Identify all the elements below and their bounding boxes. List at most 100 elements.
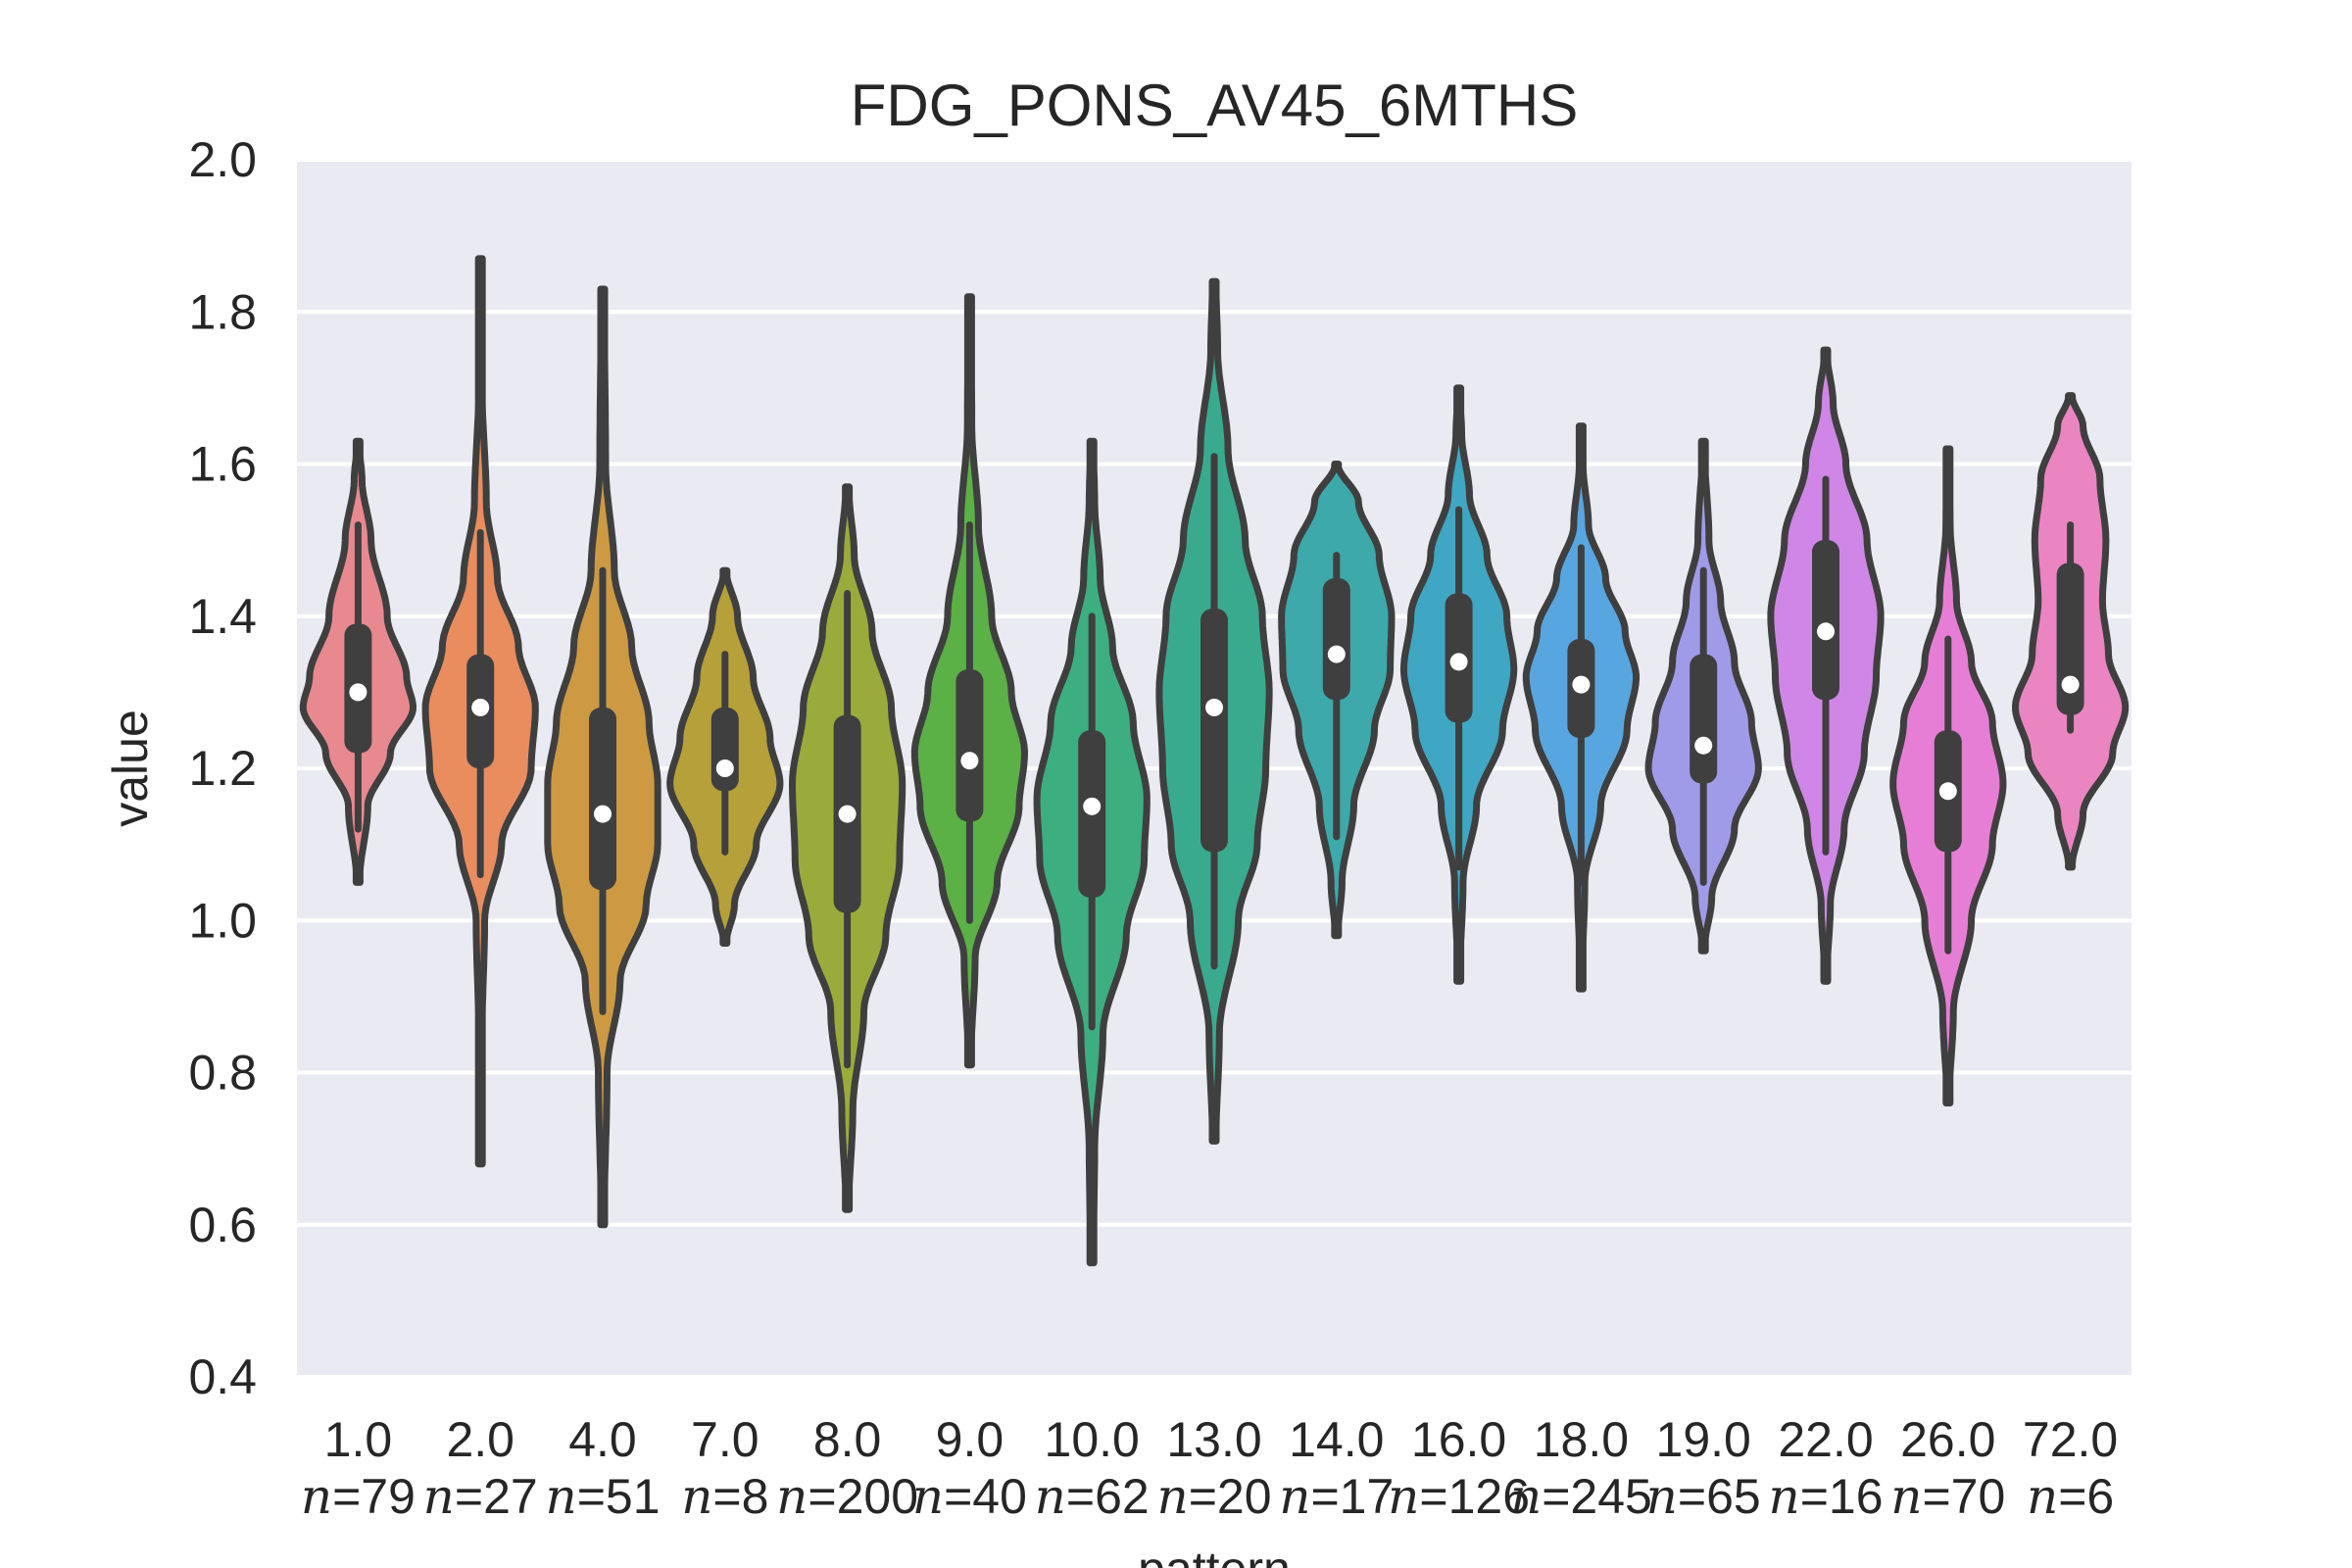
x-tick-category: 2.0 [446, 1412, 514, 1467]
x-tick-labels: 1.0n=792.0n=274.0n=517.0n=88.0n=2009.0n=… [301, 1412, 2118, 1525]
violin-7.0 [666, 566, 784, 948]
x-tick-count-value: =200 [808, 1469, 918, 1524]
x-tick-count-value: =16 [1800, 1469, 1884, 1524]
violin-72.0 [2012, 392, 2130, 871]
violin-median [1205, 698, 1223, 716]
violin-median [1694, 736, 1713, 755]
x-tick-count-value: =51 [577, 1469, 661, 1524]
violin-10.0 [1033, 437, 1151, 1267]
violin-iqr-box [956, 669, 984, 822]
x-tick-count-value: =245 [1542, 1469, 1652, 1524]
y-tick-label: 0.4 [188, 1349, 257, 1404]
x-tick-category: 8.0 [813, 1412, 882, 1467]
x-tick-category: 7.0 [691, 1412, 760, 1467]
x-tick-count-value: =17 [1310, 1469, 1394, 1524]
x-tick-count: n=245 [1510, 1468, 1652, 1525]
violin-14.0 [1278, 461, 1396, 940]
x-tick-count-symbol: n [1890, 1468, 1922, 1525]
x-tick-count-symbol: n [1156, 1468, 1188, 1525]
x-tick-category: 16.0 [1411, 1412, 1506, 1467]
x-tick-count: n=16 [1768, 1468, 1883, 1525]
x-tick-count-symbol: n [912, 1468, 944, 1525]
x-tick-count-value: =65 [1678, 1469, 1761, 1524]
violin-median [2061, 675, 2080, 694]
x-tick-count-value: =20 [1189, 1469, 1272, 1524]
x-tick-count: n=70 [1890, 1468, 2005, 1525]
y-tick-label: 1.8 [188, 284, 257, 339]
x-tick-count: n=79 [301, 1468, 416, 1525]
x-tick-category: 14.0 [1289, 1412, 1384, 1467]
x-tick-count-symbol: n [1646, 1468, 1678, 1525]
x-tick-count-symbol: n [1388, 1468, 1419, 1525]
violin-16.0 [1399, 384, 1518, 985]
y-axis-label: value [103, 710, 158, 827]
x-tick-count-symbol: n [681, 1468, 712, 1525]
violin-22.0 [1767, 346, 1885, 985]
x-tick-count: n=27 [423, 1468, 538, 1525]
x-tick-count-symbol: n [301, 1468, 332, 1525]
violin-median [1449, 653, 1468, 671]
x-tick-count: n=200 [776, 1468, 918, 1525]
x-tick-count-symbol: n [776, 1468, 808, 1525]
violin-iqr-box [1812, 540, 1839, 701]
y-tick-labels: 0.4 0.6 0.8 1.0 1.2 1.4 1.6 1.8 2.0 [188, 132, 257, 1404]
violin-2.0 [421, 255, 539, 1168]
y-tick-label: 2.0 [188, 132, 257, 187]
x-tick-category: 13.0 [1166, 1412, 1261, 1467]
x-tick-count-symbol: n [1279, 1468, 1310, 1525]
x-tick-category: 4.0 [568, 1412, 637, 1467]
violin-9.0 [910, 293, 1028, 1069]
x-tick-category: 10.0 [1045, 1412, 1140, 1467]
x-tick-category: 18.0 [1534, 1412, 1629, 1467]
x-tick-category: 19.0 [1656, 1412, 1751, 1467]
x-tick-count: n=17 [1279, 1468, 1394, 1525]
x-tick-count: n=8 [681, 1468, 768, 1525]
violin-median [471, 698, 490, 716]
violin-median [960, 752, 979, 770]
x-tick-count-symbol: n [1035, 1468, 1066, 1525]
y-tick-label: 1.2 [188, 741, 257, 796]
x-tick-category: 26.0 [1900, 1412, 1995, 1467]
x-tick-count-value: =62 [1066, 1469, 1150, 1524]
chart-title: FDG_PONS_AV45_6MTHS [851, 73, 1578, 138]
x-tick-count-value: =126 [1419, 1469, 1530, 1524]
violin-iqr-box [710, 707, 739, 792]
violin-26.0 [1889, 445, 2007, 1107]
violin-18.0 [1522, 422, 1640, 993]
y-tick-label: 1.0 [188, 893, 257, 948]
violin-1.0 [299, 437, 416, 886]
violin-median [1817, 622, 1835, 641]
x-tick-count-symbol: n [1768, 1468, 1799, 1525]
x-tick-count-value: =40 [944, 1469, 1027, 1524]
x-tick-count: n=6 [2027, 1468, 2114, 1525]
x-tick-category: 1.0 [324, 1412, 393, 1467]
x-axis-label: pattern [1138, 1542, 1291, 1568]
x-tick-category: 22.0 [1778, 1412, 1873, 1467]
violin-4.0 [544, 285, 662, 1229]
x-tick-count-symbol: n [2027, 1468, 2058, 1525]
x-tick-category: 72.0 [2023, 1412, 2118, 1467]
violin-iqr-box [2056, 563, 2084, 715]
violins [299, 255, 2130, 1267]
violin-median [715, 760, 734, 777]
violin-iqr-box [1690, 654, 1718, 784]
violin-median [1083, 797, 1102, 815]
violin-median [1327, 645, 1346, 663]
x-tick-count: n=20 [1156, 1468, 1271, 1525]
x-tick-count: n=51 [545, 1468, 660, 1525]
y-tick-label: 0.8 [188, 1046, 257, 1101]
x-tick-count: n=62 [1035, 1468, 1150, 1525]
violin-iqr-box [1200, 608, 1228, 853]
x-tick-category: 9.0 [936, 1412, 1004, 1467]
x-tick-count-value: =79 [332, 1469, 416, 1524]
violin-13.0 [1155, 277, 1273, 1145]
x-tick-count-value: =6 [2058, 1469, 2114, 1524]
y-tick-label: 1.4 [188, 589, 257, 644]
x-tick-count-symbol: n [423, 1468, 455, 1525]
violin-median [838, 805, 857, 823]
x-tick-count-symbol: n [545, 1468, 576, 1525]
violin-median [1572, 675, 1591, 694]
violin-median [594, 805, 612, 823]
violin-median [1938, 782, 1957, 801]
